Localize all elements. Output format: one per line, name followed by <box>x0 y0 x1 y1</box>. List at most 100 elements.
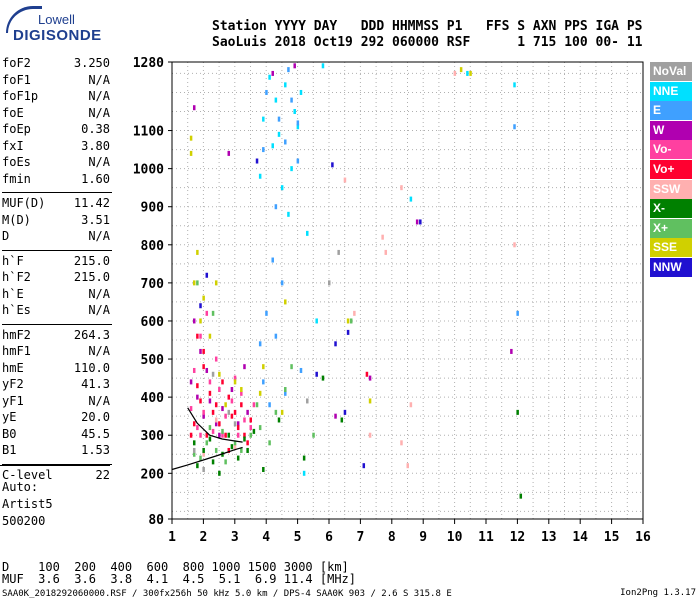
param-name: foF1 <box>2 72 31 87</box>
data-point <box>227 409 231 415</box>
param-value: 41.3 <box>81 377 110 391</box>
data-point <box>340 417 344 423</box>
legend-item: X+ <box>650 218 692 238</box>
param-separator <box>2 323 112 325</box>
data-point <box>400 185 403 191</box>
param-row: foEp 0.38 <box>2 122 110 138</box>
param-row: foF2 3.250 <box>2 56 110 72</box>
data-point <box>365 371 369 377</box>
data-point <box>284 299 287 305</box>
data-point <box>280 409 284 415</box>
param-value: N/A <box>88 229 110 243</box>
muf-row: MUF 3.6 3.6 3.8 4.1 4.5 5.1 6.9 11.4 [MH… <box>2 572 357 586</box>
data-point <box>284 139 287 145</box>
y-tick-label: 400 <box>141 391 165 406</box>
x-tick-label: 2 <box>199 530 207 545</box>
data-point <box>227 394 231 400</box>
data-point <box>343 177 347 183</box>
data-point <box>315 318 318 324</box>
param-name: h`F2 <box>2 270 31 284</box>
data-point <box>262 116 265 122</box>
data-point <box>343 409 347 415</box>
chart-marks <box>189 63 523 499</box>
param-row: h`F2 215.0 <box>2 270 110 286</box>
param-row: fxI 3.80 <box>2 139 110 155</box>
data-point <box>208 379 212 385</box>
chart-axes <box>168 61 644 524</box>
data-point <box>262 379 265 385</box>
param-name: yE <box>2 410 17 424</box>
param-name: fxI <box>2 138 24 153</box>
file-info: SAA0K_2018292060000.RSF / 300fx256h 50 k… <box>2 589 452 599</box>
data-point <box>302 455 306 461</box>
data-point <box>246 409 249 415</box>
data-point <box>280 280 284 286</box>
data-point <box>274 409 278 415</box>
data-point <box>240 390 243 396</box>
legend-item: NNW <box>650 258 692 277</box>
param-value: N/A <box>88 303 110 317</box>
data-point <box>192 318 196 324</box>
data-point <box>312 432 315 438</box>
param-value: N/A <box>88 155 110 169</box>
param-row: MUF(D) 11.42 <box>2 196 110 212</box>
data-point <box>277 116 281 122</box>
y-tick-label: 80 <box>148 513 164 528</box>
param-name: h`F <box>2 253 24 268</box>
param-row: B0 45.5 <box>2 427 110 443</box>
data-point <box>214 421 218 427</box>
trace-line-upper <box>187 407 243 443</box>
x-tick-label: 1 <box>168 530 176 545</box>
data-point <box>513 124 516 130</box>
param-row: C-level 22 <box>2 468 110 484</box>
param-separator <box>2 192 112 193</box>
data-point <box>271 257 274 263</box>
data-point <box>265 89 268 95</box>
param-row: hmF1 N/A <box>2 344 110 360</box>
logo-digisonde-text: DIGISONDE <box>13 27 102 44</box>
data-point <box>255 402 259 408</box>
auto-artist: Artist5 <box>2 497 53 511</box>
data-point <box>211 310 215 316</box>
data-point <box>196 249 199 255</box>
data-point <box>202 348 205 354</box>
data-point <box>290 97 293 103</box>
param-value: N/A <box>88 286 110 301</box>
data-point <box>202 295 205 301</box>
data-point <box>284 390 287 396</box>
data-point <box>208 390 212 396</box>
data-point <box>353 310 356 316</box>
data-point <box>205 367 209 373</box>
data-point <box>252 402 256 408</box>
param-value: 45.5 <box>81 426 110 441</box>
param-row: M(D) 3.51 <box>2 213 110 229</box>
legend-item: NoVal <box>650 62 692 81</box>
data-point <box>214 417 218 423</box>
param-value: 3.51 <box>81 212 110 227</box>
param-name: foEp <box>2 122 31 136</box>
chart-grid <box>171 62 644 519</box>
param-value: 3.80 <box>81 138 110 153</box>
version-label: Ion2Png 1.3.17 <box>620 588 696 598</box>
distance-row: D 100 200 400 600 800 1000 1500 3000 [km… <box>2 560 349 574</box>
data-point <box>221 428 224 434</box>
data-point <box>196 383 199 389</box>
data-point <box>306 230 309 236</box>
x-tick-label: 15 <box>604 530 620 545</box>
data-point <box>469 70 472 76</box>
x-tick-label: 11 <box>478 530 494 545</box>
data-point <box>299 89 303 95</box>
data-point <box>208 436 212 442</box>
data-point <box>293 63 296 69</box>
data-point <box>466 70 469 76</box>
data-point <box>252 428 256 434</box>
data-point <box>236 432 240 438</box>
data-point <box>218 371 221 377</box>
data-point <box>284 387 287 393</box>
data-point <box>189 135 193 141</box>
data-point <box>233 421 237 427</box>
param-name: hmF2 <box>2 327 31 342</box>
data-point <box>230 398 234 404</box>
data-point <box>240 402 243 408</box>
y-tick-label: 700 <box>141 277 165 292</box>
